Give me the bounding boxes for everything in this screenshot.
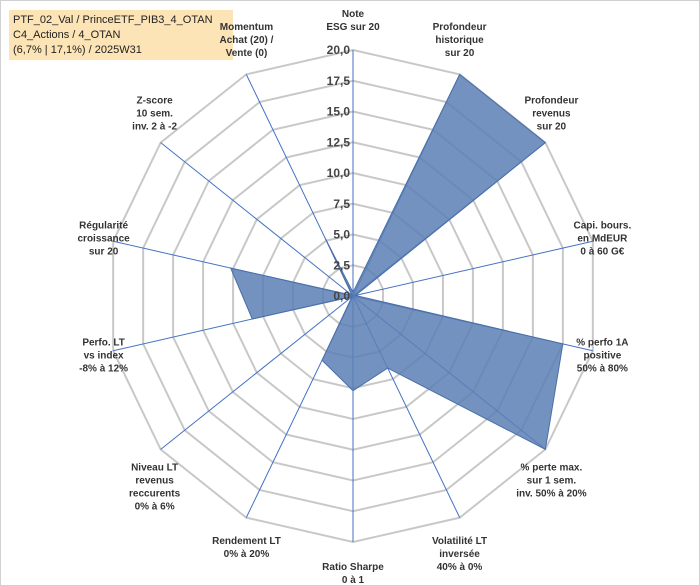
radar-spoke [352,240,593,297]
axis-label-line: revenus [532,108,571,119]
axis-label-line: Vente (0) [226,48,268,59]
axis-label: Régularité croissance sur 20 [77,220,130,257]
radar-axis-labels: Note ESG sur 20 Profondeur historique sur 20… [77,9,631,585]
portfolio-info-box: PTF_02_Val / PrinceETF_PIB3_4_OTAN C4_Ac… [9,10,233,60]
axis-label-line: Niveau LT [131,463,178,474]
axis-label-line: 0 à 1 [342,575,365,585]
axis-label-line: revenus [135,476,174,487]
axis-label: Volatilité LT inversée 40% à 0% [432,536,487,573]
radar-tick-labels: 0,0 2,5 5,0 7,5 10,0 12,5 15,0 17,5 20,0 [327,43,351,303]
tick-label: 12,5 [327,135,351,149]
axis-label-line: Rendement LT [212,536,281,547]
axis-label-line: 0% à 20% [224,549,270,560]
axis-label: Ratio Sharpe 0 à 1 [322,562,384,585]
axis-label: Momentum Achat (20) / Vente (0) [220,22,274,59]
axis-label: Capi. bours. en MdEUR 0 à 60 G€ [573,220,631,257]
axis-label-line: Z-score [137,95,174,106]
tick-label: 0,0 [333,289,350,303]
axis-label-line: inv. 2 à -2 [132,121,177,132]
radar-spoke [160,142,354,297]
radar-spoke [160,295,354,450]
axis-label-line: Ratio Sharpe [322,562,384,573]
axis-label-line: vs index [84,351,124,362]
axis-label-line: 0% à 6% [135,502,175,513]
axis-label-line: sur 20 [89,246,119,257]
axis-label-line: Note [342,9,365,20]
axis-label-line: Régularité [79,220,128,231]
tick-label: 5,0 [333,228,350,242]
portfolio-category: C4_Actions / 4_OTAN [13,29,121,41]
axis-label-line: sur 20 [537,121,567,132]
axis-label: % perte max. sur 1 sem. inv. 50% à 20% [516,463,587,500]
axis-label: Rendement LT 0% à 20% [212,536,281,560]
axis-label-line: 40% à 0% [437,562,483,573]
tick-label: 15,0 [327,105,351,119]
axis-label: Profondeur historique sur 20 [433,22,487,59]
axis-label-line: reccurents [129,489,181,500]
axis-label: % perfo 1A positive 50% à 80% [576,338,628,375]
axis-label-line: Profondeur [524,95,578,106]
axis-label-line: Capi. bours. [573,220,631,231]
axis-label-line: historique [435,35,484,46]
axis-label-line: croissance [77,233,130,244]
axis-label-line: 0 à 60 G€ [580,246,624,257]
tick-label: 2,5 [333,258,350,272]
axis-label-line: Profondeur [433,22,487,33]
axis-label-line: inv. 50% à 20% [516,489,587,500]
axis-label: Profondeur revenus sur 20 [524,95,578,132]
axis-label: Z-score 10 sem. inv. 2 à -2 [132,95,177,132]
axis-label-line: -8% à 12% [79,364,128,375]
axis-label-line: 10 sem. [136,108,173,119]
axis-label: Perfo. LT vs index -8% à 12% [79,338,128,375]
axis-label-line: ESG sur 20 [326,22,380,33]
axis-label-line: Volatilité LT [432,536,487,547]
axis-label-line: 50% à 80% [577,364,628,375]
axis-label-line: sur 1 sem. [527,476,577,487]
axis-label-line: % perte max. [521,463,583,474]
radar-series [229,73,564,451]
axis-label-line: en MdEUR [577,233,628,244]
axis-label-line: positive [583,351,621,362]
portfolio-name: PTF_02_Val / PrinceETF_PIB3_4_OTAN [13,14,213,26]
series-area [229,73,564,451]
axis-label-line: % perfo 1A [576,338,628,349]
tick-label: 10,0 [327,166,351,180]
axis-label: Niveau LT revenus reccurents 0% à 6% [129,463,181,513]
tick-label: 20,0 [327,43,351,57]
tick-label: 17,5 [327,74,351,88]
axis-label-line: Momentum [220,22,273,33]
axis-label-line: inversée [439,549,480,560]
tick-label: 7,5 [333,197,350,211]
axis-label-line: Perfo. LT [82,338,125,349]
portfolio-stats: (6,7% | 17,1%) / 2025W31 [13,44,142,56]
axis-label-line: sur 20 [445,48,475,59]
axis-label-line: Achat (20) / [220,35,274,46]
axis-label: Note ESG sur 20 [326,9,380,33]
